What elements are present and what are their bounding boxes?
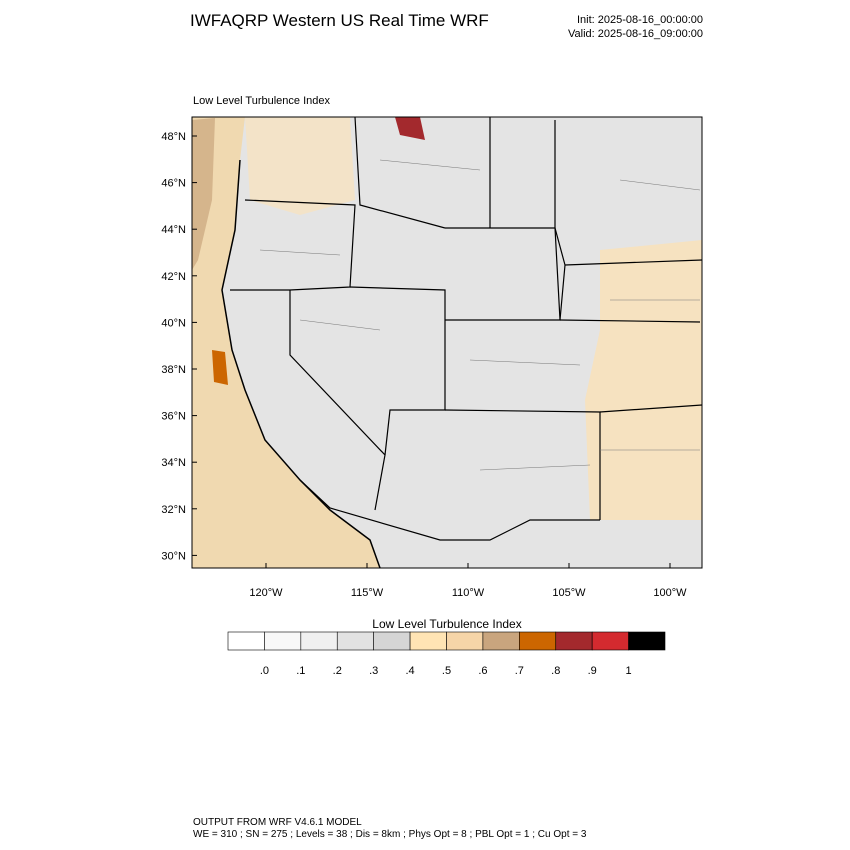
colorbar-title: Low Level Turbulence Index	[372, 617, 521, 631]
colorbar-box	[519, 631, 557, 651]
lat-label: 44°N	[161, 224, 186, 236]
lon-label: 110°W	[452, 587, 485, 599]
init-time: Init: 2025-08-16_00:00:00	[577, 14, 703, 26]
lat-label: 34°N	[161, 457, 186, 469]
colorbar-label: .2	[333, 665, 342, 677]
lat-label: 48°N	[161, 131, 186, 143]
lat-label: 46°N	[161, 178, 186, 190]
colorbar-box	[591, 631, 629, 651]
colorbar-label: .7	[515, 665, 524, 677]
colorbar-label: .5	[442, 665, 451, 677]
colorbar-label: .1	[296, 665, 305, 677]
title: IWFAQRP Western US Real Time WRF	[190, 11, 489, 30]
colorbar: .0 .1 .2 .3 .4 .5 .6 .7 .8 .9 1	[227, 631, 666, 677]
lat-label: 40°N	[161, 317, 186, 329]
lon-label: 120°W	[249, 587, 283, 599]
colorbar-label: .3	[369, 665, 378, 677]
lon-label: 100°W	[653, 587, 687, 599]
map-title: Low Level Turbulence Index	[193, 95, 330, 107]
colorbar-box	[264, 631, 302, 651]
colorbar-box	[300, 631, 338, 651]
colorbar-label: 1	[626, 665, 632, 677]
lat-label: 38°N	[161, 364, 186, 376]
colorbar-box	[482, 631, 520, 651]
colorbar-label: .4	[405, 665, 414, 677]
colorbar-box	[409, 631, 447, 651]
valid-time: Valid: 2025-08-16_09:00:00	[568, 28, 703, 40]
colorbar-label: .9	[588, 665, 597, 677]
colorbar-box	[373, 631, 411, 651]
lat-label: 32°N	[161, 504, 186, 516]
lon-label: 115°W	[351, 587, 384, 599]
colorbar-box	[446, 631, 484, 651]
colorbar-label: .8	[551, 665, 560, 677]
lon-label: 105°W	[552, 587, 586, 599]
footer-line: WE = 310 ; SN = 275 ; Levels = 38 ; Dis …	[193, 829, 587, 840]
footer-line: OUTPUT FROM WRF V4.6.1 MODEL	[193, 817, 362, 828]
map	[191, 116, 703, 569]
lat-label: 42°N	[161, 271, 186, 283]
colorbar-box	[628, 631, 666, 651]
lat-label: 30°N	[161, 550, 186, 562]
colorbar-label: .0	[260, 665, 269, 677]
colorbar-box	[336, 631, 374, 651]
colorbar-box	[555, 631, 593, 651]
colorbar-box	[227, 631, 265, 651]
colorbar-label: .6	[478, 665, 487, 677]
lat-label: 36°N	[161, 411, 186, 423]
